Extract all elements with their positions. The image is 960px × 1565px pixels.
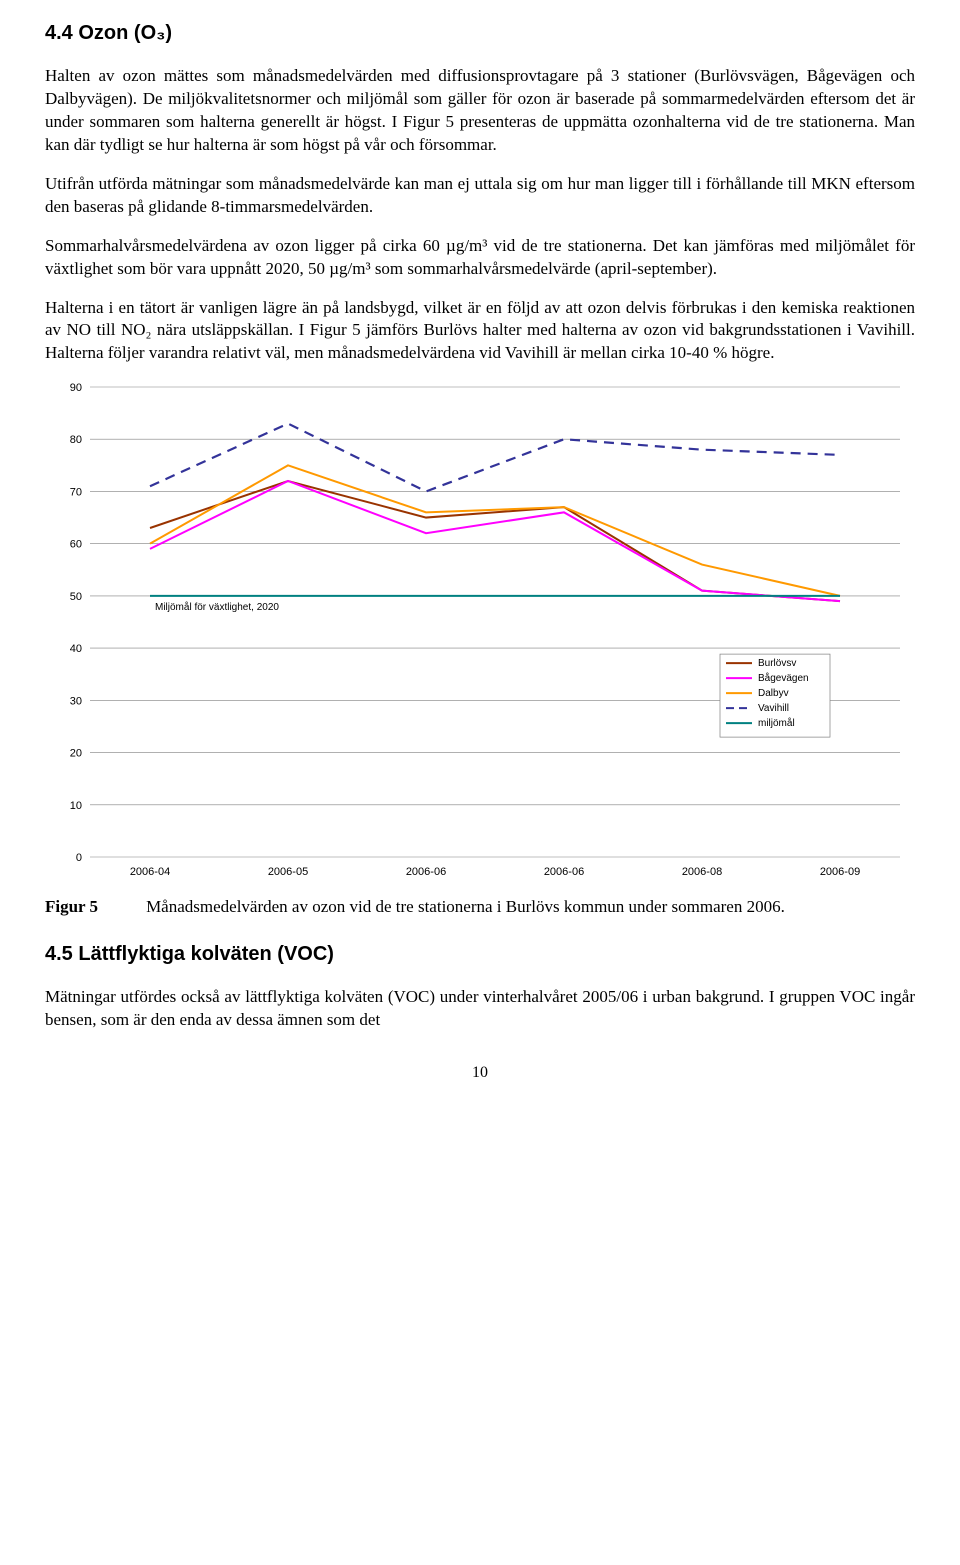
svg-text:Miljömål för växtlighet, 2020: Miljömål för växtlighet, 2020 xyxy=(155,601,279,613)
svg-text:2006-06: 2006-06 xyxy=(406,866,446,878)
svg-text:2006-08: 2006-08 xyxy=(682,866,722,878)
figure-caption: Figur 5 Månadsmedelvärden av ozon vid de… xyxy=(45,896,915,919)
section-heading-voc: 4.5 Lättflyktiga kolväten (VOC) xyxy=(45,941,915,968)
svg-text:80: 80 xyxy=(70,435,82,447)
svg-text:2006-06: 2006-06 xyxy=(544,866,584,878)
svg-text:2006-05: 2006-05 xyxy=(268,866,308,878)
svg-text:90: 90 xyxy=(70,382,82,394)
figure-caption-text: Månadsmedelvärden av ozon vid de tre sta… xyxy=(146,896,915,919)
ozone-chart: 0 10 20 30 40 50 60 70 80 90 2006-04 2006-05 2006-06… xyxy=(45,381,915,888)
svg-text:Dalbyv: Dalbyv xyxy=(758,688,789,699)
figure-label: Figur 5 xyxy=(45,896,98,919)
svg-text:20: 20 xyxy=(70,748,82,760)
svg-text:Vavihill: Vavihill xyxy=(758,703,789,714)
section-heading-ozon: 4.4 Ozon (O₃) xyxy=(45,20,915,47)
paragraph: Halten av ozon mättes som månadsmedelvär… xyxy=(45,65,915,157)
svg-text:miljömål: miljömål xyxy=(758,717,795,729)
svg-text:40: 40 xyxy=(70,643,82,655)
paragraph: Sommarhalvårsmedelvärdena av ozon ligger… xyxy=(45,235,915,281)
svg-text:0: 0 xyxy=(76,852,82,864)
svg-text:Burlövsv: Burlövsv xyxy=(758,658,796,669)
paragraph: Halterna i en tätort är vanligen lägre ä… xyxy=(45,297,915,366)
svg-text:60: 60 xyxy=(70,539,82,551)
ozone-line-chart-svg: 0 10 20 30 40 50 60 70 80 90 2006-04 2006-05 2006-06… xyxy=(45,381,915,881)
paragraph: Mätningar utfördes också av lättflyktiga… xyxy=(45,986,915,1032)
svg-text:30: 30 xyxy=(70,696,82,708)
svg-text:50: 50 xyxy=(70,591,82,603)
svg-text:70: 70 xyxy=(70,487,82,499)
svg-text:Bågevägen: Bågevägen xyxy=(758,672,809,684)
svg-text:10: 10 xyxy=(70,800,82,812)
page-number: 10 xyxy=(45,1062,915,1084)
paragraph: Utifrån utförda mätningar som månadsmede… xyxy=(45,173,915,219)
svg-text:2006-09: 2006-09 xyxy=(820,866,860,878)
svg-text:2006-04: 2006-04 xyxy=(130,866,170,878)
